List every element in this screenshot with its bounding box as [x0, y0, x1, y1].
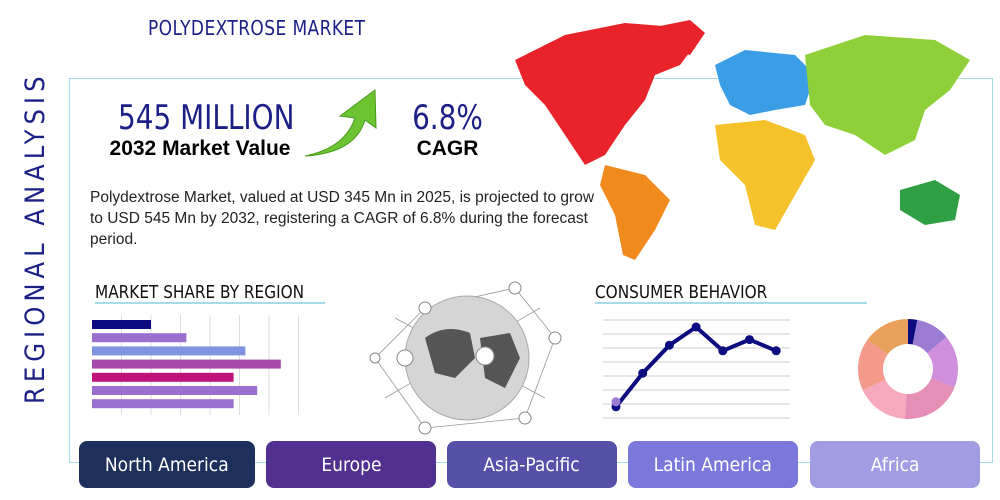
- donut-slice: [908, 319, 918, 345]
- region-button-north-america[interactable]: North America: [79, 441, 255, 488]
- region-label: Africa: [870, 453, 920, 476]
- donut-slice: [927, 337, 958, 388]
- region-button-latin-america[interactable]: Latin America: [628, 441, 798, 488]
- page-title: POLYDEXTROSE MARKET: [148, 16, 366, 40]
- line-chart: [603, 319, 790, 419]
- map-asia: [805, 35, 970, 155]
- donut-slice: [858, 339, 888, 391]
- donut-chart: [858, 319, 958, 419]
- data-point: [691, 322, 701, 332]
- map-africa: [715, 120, 815, 230]
- green-arrow-up-icon: [304, 89, 377, 157]
- market-value: 545 MILLION: [118, 98, 295, 138]
- map-greenland: [655, 20, 705, 55]
- map-north-america: [515, 23, 695, 165]
- donut-slice: [904, 378, 955, 419]
- divider: [95, 302, 325, 304]
- data-point: [718, 346, 728, 356]
- side-label: REGIONAL ANALYSIS: [20, 65, 51, 410]
- network-globe-icon: [369, 281, 562, 435]
- map-south-america: [600, 165, 670, 260]
- donut-slice: [912, 319, 947, 354]
- data-point: [638, 368, 648, 378]
- bar-chart-title: MARKET SHARE BY REGION: [95, 282, 305, 303]
- bar: [92, 333, 187, 343]
- data-point: [745, 335, 754, 345]
- data-point: [664, 340, 674, 350]
- bar: [92, 399, 234, 409]
- world-map: [515, 20, 970, 260]
- donut-slice: [862, 379, 907, 419]
- bar: [92, 346, 246, 356]
- bar: [92, 386, 258, 395]
- bar: [92, 359, 281, 369]
- region-label: Europe: [320, 453, 382, 476]
- divider: [595, 302, 867, 304]
- bar: [92, 320, 151, 329]
- bar-chart: [92, 315, 299, 415]
- bar: [92, 372, 234, 382]
- cagr-value: 6.8%: [412, 98, 483, 138]
- cagr-label: CAGR: [416, 137, 479, 160]
- market-description: Polydextrose Market, valued at USD 345 M…: [90, 189, 595, 248]
- data-point: [771, 346, 781, 356]
- market-value-label: 2032 Market Value: [109, 137, 291, 160]
- region-button-asia-pacific[interactable]: Asia-Pacific: [447, 441, 617, 488]
- region-button-africa[interactable]: Africa: [810, 441, 980, 488]
- region-button-europe[interactable]: Europe: [266, 441, 436, 488]
- region-label: Latin America: [653, 453, 773, 476]
- donut-slice: [867, 319, 908, 355]
- region-label: North America: [105, 453, 229, 476]
- map-oceania: [900, 180, 960, 225]
- region-label: Asia-Pacific: [483, 453, 581, 476]
- map-europe: [715, 50, 815, 115]
- data-point-highlight: [611, 397, 621, 407]
- line-chart-title: CONSUMER BEHAVIOR: [595, 282, 768, 303]
